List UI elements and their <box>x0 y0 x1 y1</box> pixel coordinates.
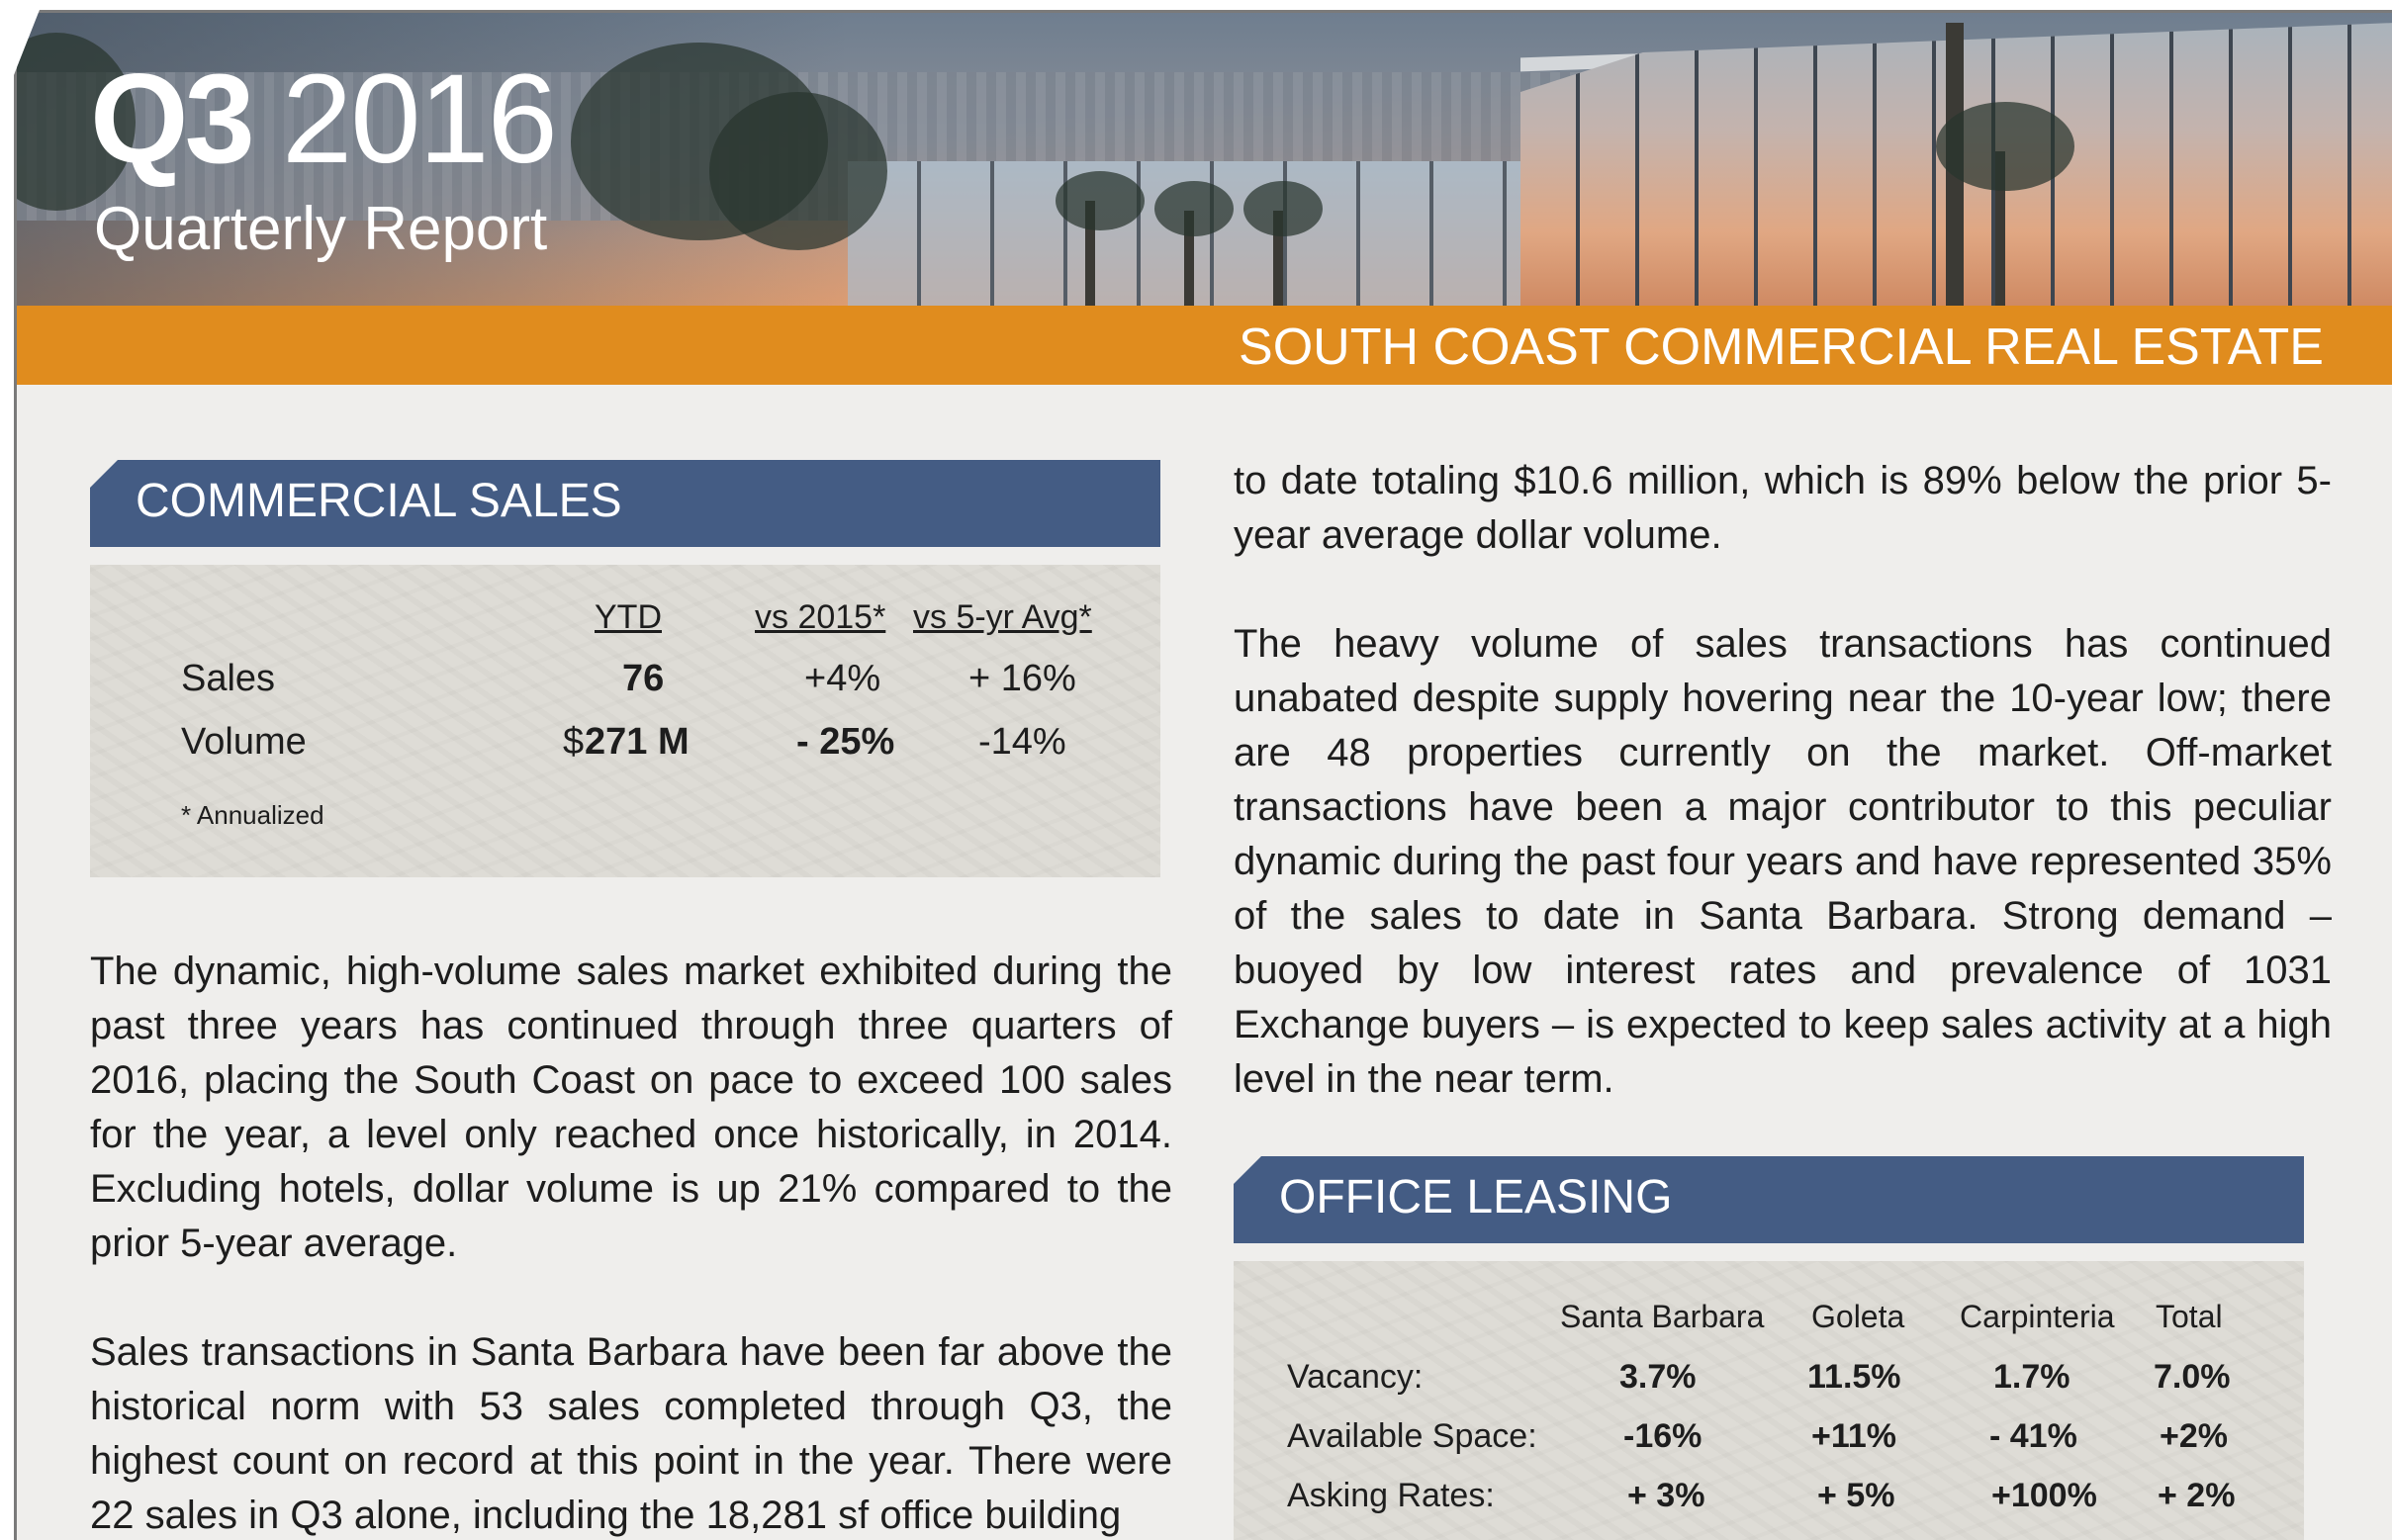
asking-rates-carpinteria: +100% <box>1991 1477 2097 1514</box>
available-space-carpinteria: - 41% <box>1989 1417 2077 1455</box>
asking-rates-santa-barbara: + 3% <box>1627 1477 1705 1514</box>
sales-ytd-value: 76 <box>622 658 665 699</box>
office-leasing-table: Santa Barbara Goleta Carpinteria Total V… <box>1234 1261 2304 1540</box>
banner-title: SOUTH COAST COMMERCIAL REAL ESTATE <box>1239 318 2324 376</box>
vacancy-goleta: 11.5% <box>1807 1358 1901 1396</box>
asking-rates-total: + 2% <box>2158 1477 2236 1514</box>
volume-vs-5yr-value: -14% <box>978 721 1066 763</box>
hero-palm <box>1085 201 1095 306</box>
sales-vs-2015-value: +4% <box>804 658 881 699</box>
column-header-ytd: YTD <box>595 598 662 636</box>
vacancy-santa-barbara: 3.7% <box>1619 1358 1697 1396</box>
report-subtitle: Quarterly Report <box>94 195 548 263</box>
office-leasing-header: OFFICE LEASING <box>1234 1156 2304 1243</box>
volume-vs-2015-value: - 25% <box>796 721 895 763</box>
office-leasing-title: OFFICE LEASING <box>1279 1171 1673 1223</box>
hero-palm <box>1995 151 2005 306</box>
hero-palm-crown <box>1936 102 2074 191</box>
hero-glass-facade <box>848 161 1600 306</box>
hero-palm-crown <box>1243 181 1323 236</box>
row-label-sales: Sales <box>181 658 276 699</box>
column-header-carpinteria: Carpinteria <box>1960 1299 2115 1334</box>
volume-ytd-value: 271 M <box>585 721 690 763</box>
report-year: 2016 <box>282 48 558 190</box>
body-paragraph: The heavy volume of sales transactions h… <box>1234 622 2332 1101</box>
hero-palm <box>1273 211 1283 306</box>
row-label-vacancy: Vacancy: <box>1287 1358 1424 1396</box>
row-label-asking-rates: Asking Rates: <box>1287 1477 1495 1514</box>
hero-palm-crown <box>1154 181 1234 236</box>
annualized-footnote: * Annualized <box>181 800 324 830</box>
body-paragraph: Sales transactions in Santa Barbara have… <box>90 1330 1172 1537</box>
hero-photo: Q3 2016 Quarterly Report <box>17 13 2392 306</box>
available-space-goleta: +11% <box>1811 1417 1897 1455</box>
hero-tree <box>709 92 887 250</box>
body-paragraph: to date totaling $10.6 million, which is… <box>1234 459 2332 557</box>
row-label-available-space: Available Space: <box>1287 1417 1537 1455</box>
asking-rates-goleta: + 5% <box>1817 1477 1895 1514</box>
available-space-santa-barbara: -16% <box>1623 1417 1702 1455</box>
body-paragraph: The dynamic, high-volume sales market ex… <box>90 950 1172 1265</box>
vacancy-carpinteria: 1.7% <box>1993 1358 2070 1396</box>
column-header-vs-2015: vs 2015* <box>755 598 886 636</box>
column-header-santa-barbara: Santa Barbara <box>1560 1299 1765 1334</box>
title-banner: SOUTH COAST COMMERCIAL REAL ESTATE <box>17 306 2392 385</box>
report-quarter: Q3 <box>90 48 255 190</box>
available-space-total: +2% <box>2160 1417 2228 1455</box>
volume-currency-sign: $ <box>563 721 585 763</box>
vacancy-total: 7.0% <box>2154 1358 2231 1396</box>
hero-palm-crown <box>1056 171 1145 230</box>
column-header-goleta: Goleta <box>1811 1299 1905 1334</box>
column-header-vs-5yr: vs 5-yr Avg* <box>913 598 1092 636</box>
commercial-sales-header: COMMERCIAL SALES <box>90 460 1160 547</box>
report-page: Q3 2016 Quarterly Report SOUTH COAST COM… <box>14 10 2392 1540</box>
column-header-total: Total <box>2156 1299 2223 1334</box>
commercial-sales-title: COMMERCIAL SALES <box>136 475 622 527</box>
sales-vs-5yr-value: + 16% <box>968 658 1076 699</box>
hero-palm <box>1184 211 1194 306</box>
row-label-volume: Volume <box>181 721 307 763</box>
commercial-sales-table: YTD vs 2015* vs 5-yr Avg* Sales 76 +4% +… <box>90 565 1160 877</box>
